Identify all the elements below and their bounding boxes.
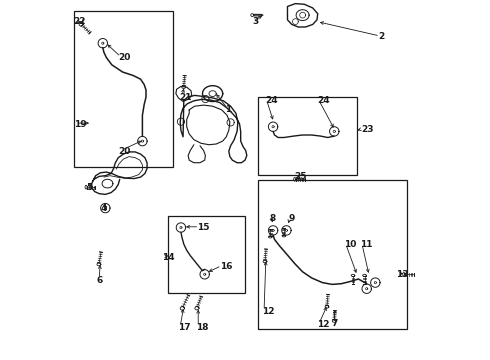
Bar bbox=[168, 216, 245, 293]
Text: 7: 7 bbox=[331, 320, 338, 328]
Text: 20: 20 bbox=[118, 53, 131, 62]
Text: 4: 4 bbox=[101, 204, 107, 213]
Text: 3: 3 bbox=[252, 17, 258, 26]
Text: 20: 20 bbox=[118, 147, 131, 156]
Text: 24: 24 bbox=[265, 96, 277, 105]
Text: 2: 2 bbox=[378, 32, 385, 41]
Text: 6: 6 bbox=[97, 276, 103, 284]
Text: 1: 1 bbox=[225, 105, 231, 114]
Text: 11: 11 bbox=[360, 240, 373, 249]
Text: 18: 18 bbox=[196, 323, 209, 332]
Text: 23: 23 bbox=[361, 125, 373, 134]
Text: 22: 22 bbox=[73, 17, 85, 26]
Text: 10: 10 bbox=[344, 240, 356, 249]
Bar bbox=[258, 97, 357, 175]
Bar bbox=[74, 11, 173, 167]
Text: 25: 25 bbox=[294, 172, 307, 181]
Text: 5: 5 bbox=[86, 183, 92, 192]
Text: 17: 17 bbox=[178, 323, 191, 332]
Text: 16: 16 bbox=[220, 262, 232, 271]
Text: 9: 9 bbox=[288, 214, 294, 223]
Text: 21: 21 bbox=[179, 93, 192, 102]
Text: 12: 12 bbox=[317, 320, 329, 329]
Text: 14: 14 bbox=[162, 253, 175, 262]
Text: 19: 19 bbox=[74, 120, 87, 129]
Text: 24: 24 bbox=[317, 96, 330, 105]
Text: 15: 15 bbox=[197, 223, 210, 232]
Text: 8: 8 bbox=[269, 214, 275, 223]
Text: 13: 13 bbox=[396, 270, 409, 279]
Text: 12: 12 bbox=[262, 307, 275, 316]
Bar bbox=[258, 180, 407, 329]
